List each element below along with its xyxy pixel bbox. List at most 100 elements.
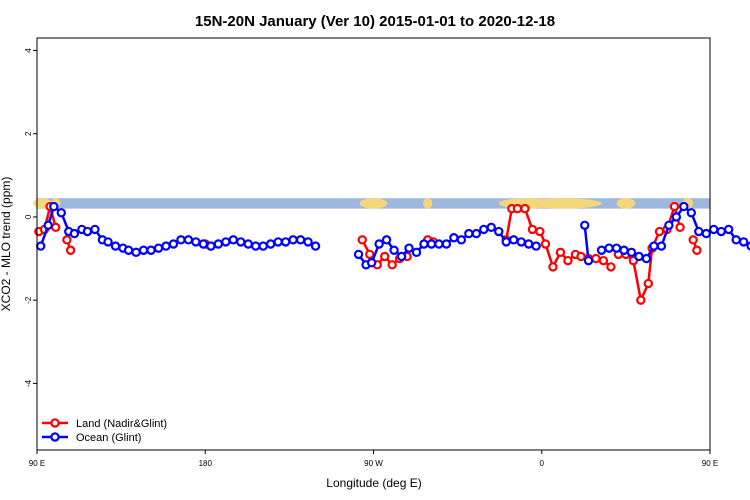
data-point (509, 235, 519, 245)
data-point (396, 251, 407, 262)
data-point (183, 235, 194, 245)
data-point (688, 235, 698, 245)
data-point (380, 251, 390, 262)
y-tick-label: 0 (24, 214, 33, 219)
data-point (604, 243, 614, 253)
data-point (692, 245, 702, 255)
data-point (520, 203, 530, 214)
data-point (198, 239, 209, 249)
series-line (618, 202, 682, 305)
data-point (523, 239, 534, 249)
data-point (50, 222, 61, 233)
data-point (206, 241, 216, 251)
data-point (464, 228, 474, 239)
legend: Land (Nadir&Glint) Ocean (Glint) (42, 418, 167, 444)
data-point (456, 235, 467, 245)
data-point (583, 255, 594, 266)
data-point (669, 201, 680, 212)
data-point (389, 245, 399, 255)
data-point (265, 239, 276, 249)
data-point (563, 255, 573, 266)
data-point (295, 235, 306, 245)
data-point (49, 201, 59, 212)
data-point (449, 233, 459, 243)
data-point (221, 237, 231, 247)
series-1 (36, 201, 750, 270)
data-point (228, 235, 238, 245)
x-tick-label: 0 (540, 459, 545, 468)
data-point (486, 222, 496, 233)
data-point (531, 241, 541, 251)
data-point (131, 247, 141, 258)
data-point (110, 241, 121, 251)
data-point (580, 220, 590, 230)
data-point (310, 241, 321, 251)
data-point (636, 295, 646, 305)
data-point (236, 237, 246, 247)
data-point (694, 226, 704, 237)
data-point (535, 226, 545, 237)
data-point (471, 228, 482, 239)
x-tick-label: 90 E (29, 459, 45, 468)
data-point (738, 237, 749, 247)
data-point (441, 239, 452, 249)
data-point (419, 239, 429, 249)
data-point (494, 226, 504, 237)
data-point (161, 241, 171, 251)
data-point (591, 253, 601, 264)
data-point (701, 228, 711, 239)
band-land-patch (616, 198, 636, 209)
landmask-band (33, 198, 710, 209)
data-point (365, 249, 375, 260)
data-point (288, 235, 298, 245)
band-land-patch (526, 198, 602, 209)
data-point (387, 260, 397, 270)
data-point (138, 245, 149, 255)
data-point (374, 239, 384, 249)
data-point (746, 241, 750, 251)
y-axis-label: XCO2 - MLO trend (ppm) (0, 177, 13, 312)
data-point (664, 220, 674, 230)
series-line (583, 225, 590, 261)
band-land-patch (423, 198, 433, 209)
data-point (656, 241, 667, 251)
data-point (213, 239, 224, 249)
data-point (723, 224, 734, 235)
data-point (527, 224, 538, 235)
y-tick-label: 2 (24, 131, 33, 136)
data-point (411, 247, 422, 258)
data-point (548, 262, 558, 272)
data-point (606, 262, 616, 272)
y-axis: 4 2 0 -2 -4 (24, 48, 37, 387)
data-point (598, 255, 609, 266)
data-point (56, 208, 67, 218)
band-land-patch (359, 198, 388, 209)
data-point (576, 251, 586, 262)
data-point (404, 243, 414, 253)
data-point (243, 239, 253, 249)
legend-swatch-marker (50, 432, 60, 442)
x-tick-label: 90 E (702, 459, 718, 468)
data-point (168, 239, 179, 249)
data-point (479, 224, 489, 235)
data-point (643, 278, 654, 289)
legend-swatch-marker (50, 418, 60, 428)
data-point (675, 222, 685, 233)
data-point (501, 237, 511, 247)
data-point (641, 253, 652, 264)
data-point (611, 243, 622, 253)
data-point (679, 201, 689, 212)
data-point (619, 245, 629, 255)
data-point (273, 237, 283, 247)
data-point (366, 258, 377, 268)
legend-label: Ocean (Glint) (76, 432, 141, 444)
y-tick-label: -2 (24, 296, 33, 304)
data-point (258, 241, 268, 251)
data-point (280, 237, 291, 247)
data-point (353, 249, 364, 260)
data-point (191, 237, 201, 247)
data-point (512, 203, 523, 214)
x-axis-label: Longitude (deg E) (326, 476, 421, 490)
chart-title: 15N-20N January (Ver 10) 2015-01-01 to 2… (195, 13, 555, 30)
